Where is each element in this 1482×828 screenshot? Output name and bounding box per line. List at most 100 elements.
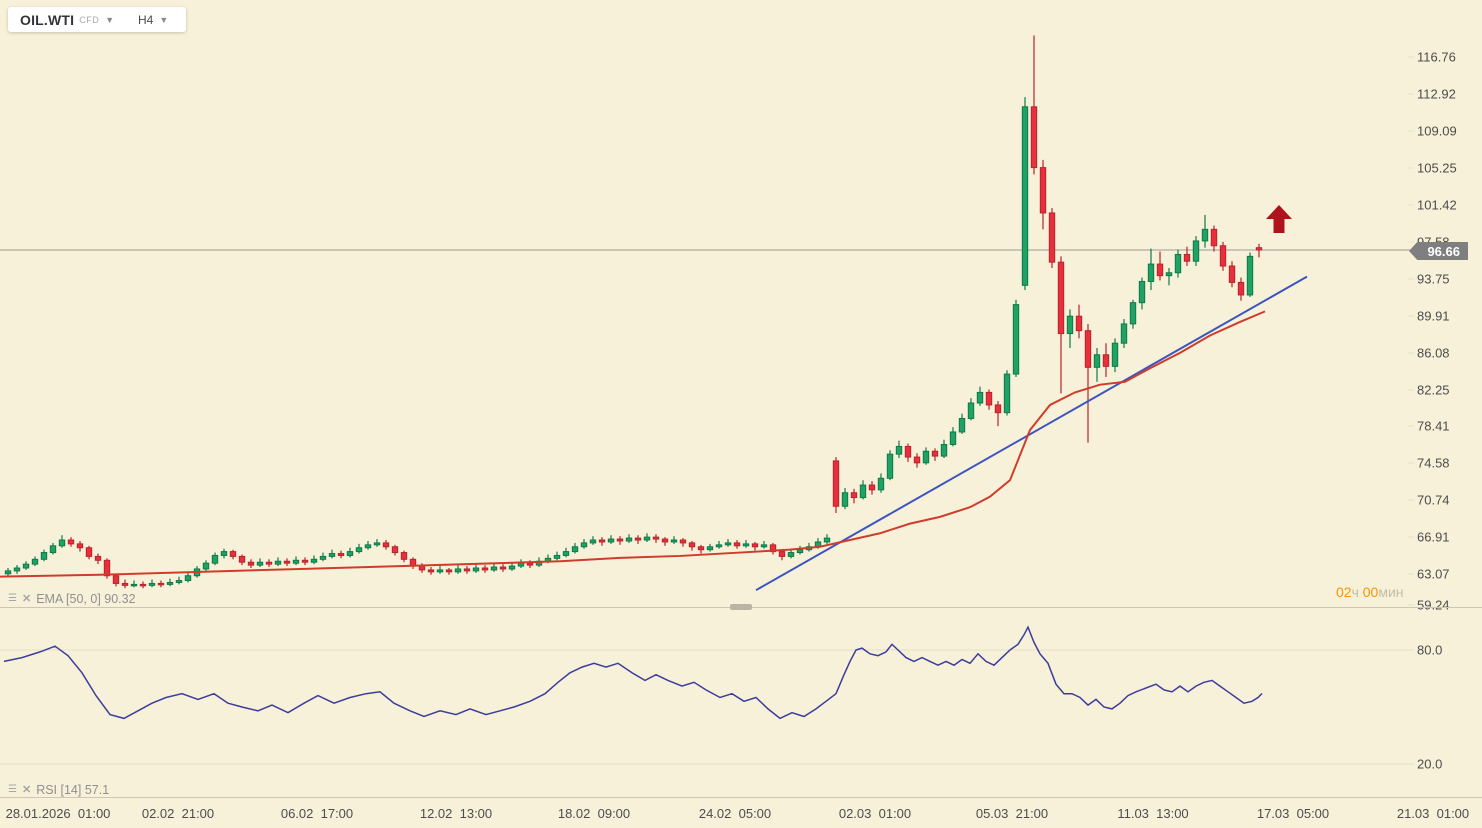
price-axis-label: 109.09 [1417, 123, 1457, 139]
candle-body [94, 555, 102, 561]
axis-divider [0, 797, 1482, 798]
indicator-settings-icon[interactable]: ☰ [8, 784, 17, 795]
time-axis-label: 05.03 21:00 [975, 806, 1049, 821]
price-pane[interactable] [0, 35, 1410, 592]
candle-body [706, 546, 714, 551]
candle-body [103, 559, 111, 577]
candle-body [1219, 245, 1227, 267]
candle-body [67, 539, 75, 545]
candle-body [598, 539, 606, 543]
rsi-indicator-label: RSI [14] 57.1 [36, 783, 110, 797]
candle-body [1120, 323, 1128, 344]
candle-body [229, 551, 237, 557]
candle-body [850, 492, 858, 499]
countdown-minutes-unit: мин [1378, 584, 1404, 600]
price-axis-label: 63.07 [1417, 566, 1450, 582]
price-axis-label: 112.92 [1417, 86, 1456, 102]
time-axis-label: 02.02 21:00 [141, 806, 215, 821]
time-axis-label: 24.02 05:00 [698, 806, 772, 821]
candle-body [1075, 315, 1083, 332]
price-axis-tick [1408, 167, 1414, 169]
candle-body [463, 568, 471, 572]
candle-body [652, 536, 660, 540]
indicator-settings-icon[interactable]: ☰ [8, 593, 17, 604]
countdown-hours-unit: ч [1351, 584, 1359, 600]
indicator-remove-icon[interactable]: ✕ [21, 783, 32, 796]
candle-body [643, 536, 651, 541]
candle-body [607, 538, 615, 543]
candle-body [1012, 304, 1020, 375]
candle-body [877, 477, 885, 491]
candle-body [211, 554, 219, 564]
candle-body [958, 417, 966, 433]
candle-body [319, 555, 327, 560]
candle-body [1093, 354, 1101, 368]
candle-body [715, 544, 723, 548]
price-axis-tick [1408, 93, 1414, 95]
candle-body [733, 542, 741, 547]
ema-line [0, 310, 1266, 578]
chevron-down-icon[interactable]: ▼ [159, 14, 169, 25]
countdown-hours: 02 [1336, 584, 1352, 600]
candle-body [1138, 280, 1146, 304]
candle-body [1201, 228, 1209, 242]
candle-body [76, 543, 84, 549]
indicator-remove-icon[interactable]: ✕ [21, 592, 32, 605]
price-axis-label: 74.58 [1417, 455, 1450, 471]
rsi-axis-tick [1408, 649, 1414, 651]
price-axis-tick [1408, 425, 1414, 427]
candle-body [1228, 265, 1236, 283]
candle-body [337, 553, 345, 556]
timeframe-selector[interactable]: H4 ▼ [138, 7, 168, 32]
candle-body [355, 547, 363, 553]
candle-body [661, 538, 669, 543]
candle-body [895, 445, 903, 455]
candle-body [886, 453, 894, 479]
candle-body [130, 583, 138, 587]
pane-resize-handle[interactable] [730, 604, 752, 610]
candle-body [22, 563, 30, 569]
candle-body [301, 559, 309, 563]
candle-body [1021, 106, 1029, 286]
instrument-selector[interactable]: OIL.WTI CFD ▼ H4 ▼ [8, 7, 186, 32]
candle-body [256, 561, 264, 566]
price-axis-tick [1408, 204, 1414, 206]
candle-body [1210, 228, 1218, 247]
price-axis-label: 116.76 [1417, 49, 1456, 65]
candle-body [166, 581, 174, 585]
candle-body [832, 460, 840, 507]
candle-body [85, 547, 93, 557]
price-axis-label: 66.91 [1417, 529, 1450, 545]
candle-body [553, 554, 561, 559]
candle-body [202, 562, 210, 570]
candle-body [1057, 261, 1065, 335]
candle-body [328, 553, 336, 557]
chevron-down-icon[interactable]: ▼ [105, 14, 115, 25]
candle-body [670, 539, 678, 543]
candle-body [436, 569, 444, 573]
candle-body [283, 560, 291, 564]
candle-body [1147, 263, 1155, 282]
candle-body [1192, 240, 1200, 262]
trendline [755, 275, 1308, 592]
candle-body [517, 562, 525, 567]
candle-body [868, 484, 876, 491]
rsi-pane[interactable] [0, 625, 1410, 765]
candle-body [688, 542, 696, 548]
candle-body [157, 582, 165, 586]
candle-body [292, 559, 300, 564]
candle-body [571, 546, 579, 553]
candle-body [634, 537, 642, 541]
candle-body [562, 551, 570, 556]
timeframe-value: H4 [138, 12, 154, 27]
candle-body [1111, 342, 1119, 367]
candle-body [454, 568, 462, 573]
current-price-badge: 96.66 [1409, 242, 1468, 260]
candle-body [418, 565, 426, 571]
current-price-value: 96.66 [1427, 243, 1460, 259]
time-axis-label: 17.03 05:00 [1256, 806, 1330, 821]
time-axis-label: 06.02 17:00 [280, 806, 354, 821]
candle-body [751, 543, 759, 548]
candle-body [427, 569, 435, 573]
